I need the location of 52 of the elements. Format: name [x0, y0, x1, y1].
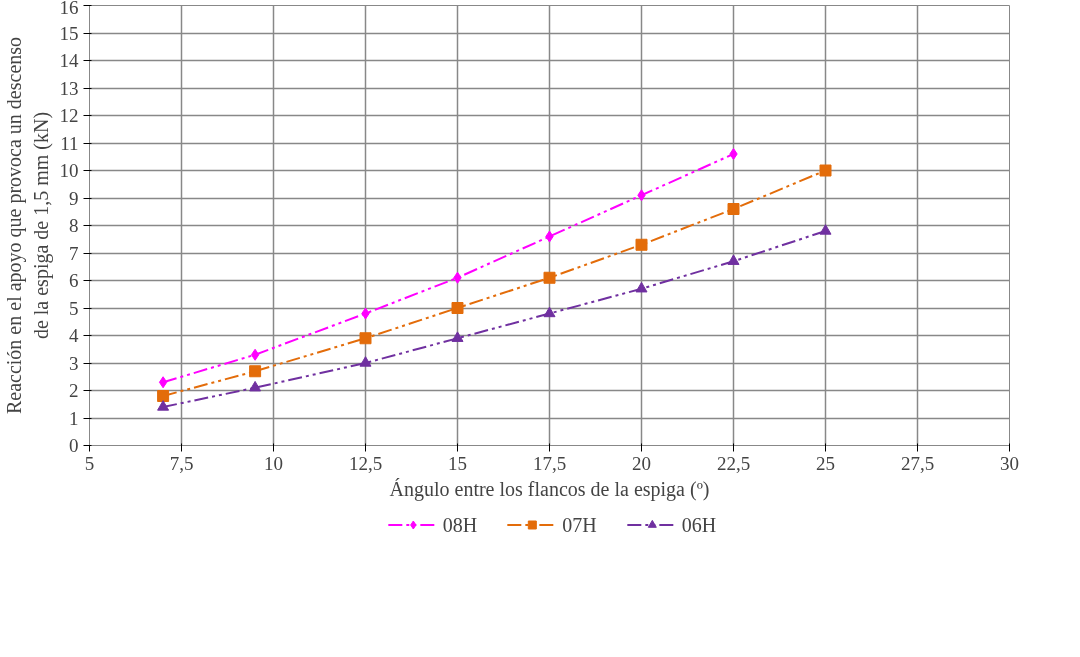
point [543, 306, 556, 318]
point [727, 254, 740, 265]
x-tick-label: 25 [816, 452, 835, 474]
x-axis-title: Ángulo entre los flancos de la espiga (º) [389, 477, 710, 501]
y-tick-label: 13 [59, 77, 79, 99]
x-tick-label: 7,5 [169, 452, 194, 474]
y-tick-label: 0 [69, 435, 79, 456]
y-tick-label: 6 [69, 270, 79, 291]
point [249, 380, 262, 392]
x-tick-label: 20 [632, 452, 651, 474]
y-tick-label: 4 [69, 325, 79, 346]
y-tick-label: 1 [69, 407, 79, 429]
y-tick-label: 11 [60, 132, 79, 154]
y-tick-label: 3 [69, 352, 79, 374]
x-tick-label: 17,5 [532, 452, 567, 474]
y-tick-label: 8 [69, 215, 79, 236]
y-tick-label: 14 [59, 50, 79, 71]
x-tick-label: 5 [84, 452, 95, 474]
point [359, 332, 372, 345]
y-tick-label: 15 [59, 22, 79, 44]
legend-label: 07H [562, 513, 597, 536]
point [819, 164, 832, 177]
point [158, 376, 168, 389]
x-tick-label: 30 [1000, 452, 1019, 474]
y-axis-title: Reacción en el apoyo que provoca un descenso de la espiga de 1,5 mm (kN) [3, 36, 53, 415]
point [359, 356, 372, 367]
legend-label: 06H [681, 513, 717, 536]
y-tick-label: 2 [69, 380, 79, 401]
point [819, 224, 832, 235]
point [635, 281, 648, 293]
point [157, 400, 170, 411]
point [250, 348, 260, 361]
y-tick-label: 7 [69, 242, 79, 264]
y-tick-label: 10 [59, 160, 79, 181]
point [451, 331, 464, 342]
point [729, 148, 738, 160]
point [451, 302, 464, 314]
y-tick-label: 9 [69, 187, 79, 209]
x-tick-label: 22,5 [716, 452, 751, 474]
point [543, 271, 556, 284]
point [727, 203, 740, 215]
x-tick-label: 15 [448, 452, 467, 474]
y-tick-label: 5 [69, 297, 79, 319]
x-tick-label: 12,5 [348, 452, 383, 474]
y-tick-label: 16 [59, 0, 79, 18]
y-tick-label: 12 [59, 105, 79, 126]
point [635, 238, 648, 251]
x-tick-label: 27,5 [900, 452, 935, 474]
legend-label: 08H [442, 513, 478, 536]
point [249, 365, 262, 378]
point [157, 390, 170, 402]
x-tick-label: 10 [264, 452, 283, 474]
